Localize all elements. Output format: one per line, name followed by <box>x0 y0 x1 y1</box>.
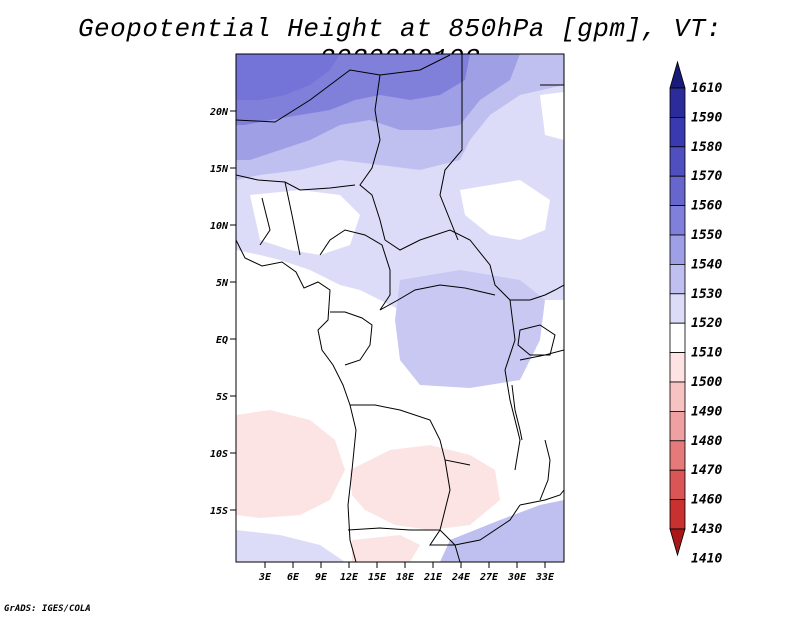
lon-label-3e: 3E <box>258 572 272 583</box>
lon-label-12e: 12E <box>340 572 359 583</box>
border-car <box>384 229 530 301</box>
colorbar-label: 1590 <box>691 110 722 125</box>
lat-label-10s: 10S <box>210 449 228 460</box>
lat-label-5n: 5N <box>216 278 229 289</box>
lon-label-21e: 21E <box>423 572 443 583</box>
border-angola-s <box>347 527 440 531</box>
colorbar-swatch <box>669 146 686 177</box>
colorbar-swatch <box>669 263 686 295</box>
border-sahara-2 <box>359 74 386 241</box>
colorbar-swatch <box>669 528 686 557</box>
coastline-west <box>236 239 357 562</box>
lon-axis: 3E 6E 9E 12E 15E 18E 21E 24E 27E 30E 33E <box>258 562 555 583</box>
colorbar-label: 1550 <box>691 228 722 243</box>
border-gabon <box>330 311 373 366</box>
border-sahara-3 <box>439 54 463 241</box>
colorbar-swatch <box>669 499 686 530</box>
lat-label-10n: 10N <box>210 221 229 232</box>
contour-1520-central <box>395 270 545 388</box>
colorbar-swatch <box>669 381 686 412</box>
colorbar-label: 1560 <box>691 199 722 214</box>
lat-label-15n: 15N <box>210 164 229 175</box>
contour-1510-sc <box>350 445 500 530</box>
footer-credit: GrADS: IGES/COLA <box>4 604 91 614</box>
colorbar-swatch <box>669 60 686 89</box>
colorbar-label: 1510 <box>691 346 722 361</box>
border-zambia <box>429 459 521 546</box>
lon-label-6e: 6E <box>287 572 300 583</box>
colorbar-label: 1570 <box>691 169 722 184</box>
colorbar-swatch <box>669 322 686 354</box>
colorbar-swatch <box>669 440 686 471</box>
country-borders <box>236 54 564 562</box>
colorbar-swatch <box>669 469 686 501</box>
colorbar-label: 1610 <box>691 81 722 96</box>
colorbar-swatch <box>669 117 686 148</box>
border-east-africa <box>529 284 564 301</box>
lon-label-27e: 27E <box>479 572 499 583</box>
colorbar-label: 1430 <box>691 522 722 537</box>
colorbar: 1610 1590 1580 1570 1560 1550 1540 1530 1520 1510… <box>669 60 722 566</box>
lon-label-18e: 18E <box>396 572 415 583</box>
lat-label-15s: 15S <box>210 506 228 517</box>
colorbar-swatch <box>669 87 686 118</box>
border-sahara-1 <box>236 54 451 123</box>
lon-label-9e: 9E <box>315 572 328 583</box>
border-mozambique <box>519 489 564 506</box>
colorbar-label: 1460 <box>691 493 722 508</box>
colorbar-label: 1520 <box>691 316 722 331</box>
height-field <box>236 54 564 562</box>
border-nigeria <box>319 229 391 311</box>
lon-label-15e: 15E <box>368 572 387 583</box>
colorbar-swatch <box>669 352 686 383</box>
colorbar-label: 1540 <box>691 257 722 272</box>
colorbar-swatch <box>669 293 686 324</box>
lat-axis: 20N 15N 10N 5N EQ 5S 10S 15S <box>209 107 236 517</box>
contour-1510-s <box>352 535 420 562</box>
colorbar-swatch <box>669 410 686 442</box>
colorbar-label: 1470 <box>691 463 722 478</box>
contour-hole-3 <box>540 92 564 140</box>
lon-label-33e: 33E <box>535 572 555 583</box>
lake-malawi <box>539 439 551 501</box>
colorbar-label: 1580 <box>691 140 722 155</box>
border-west-1 <box>236 174 356 191</box>
border-west-3 <box>284 181 301 256</box>
map-frame <box>235 53 565 563</box>
contour-1520-se <box>440 500 564 562</box>
contour-hole-2 <box>460 180 550 240</box>
colorbar-label: 1480 <box>691 434 722 449</box>
lon-label-24e: 24E <box>451 572 471 583</box>
lake-tanganyika <box>511 384 523 441</box>
colorbar-label: 1410 <box>691 551 722 566</box>
colorbar-swatch <box>669 234 686 265</box>
colorbar-swatch <box>669 175 686 206</box>
border-congo <box>379 284 496 311</box>
lat-label-eq: EQ <box>216 335 228 346</box>
contour-1560 <box>236 54 340 100</box>
colorbar-label: 1500 <box>691 375 722 390</box>
contour-1510-sw <box>236 410 345 518</box>
colorbar-label: 1530 <box>691 287 722 302</box>
border-namibia <box>439 529 461 562</box>
lake-victoria <box>517 324 556 356</box>
lat-label-5s: 5S <box>216 392 228 403</box>
colorbar-swatch <box>669 205 686 236</box>
lon-label-30e: 30E <box>507 572 527 583</box>
lat-label-20n: 20N <box>209 107 229 118</box>
colorbar-label: 1490 <box>691 404 722 419</box>
contour-1520-s <box>236 530 345 562</box>
border-drc-east <box>504 299 521 471</box>
border-west-2 <box>259 197 271 246</box>
